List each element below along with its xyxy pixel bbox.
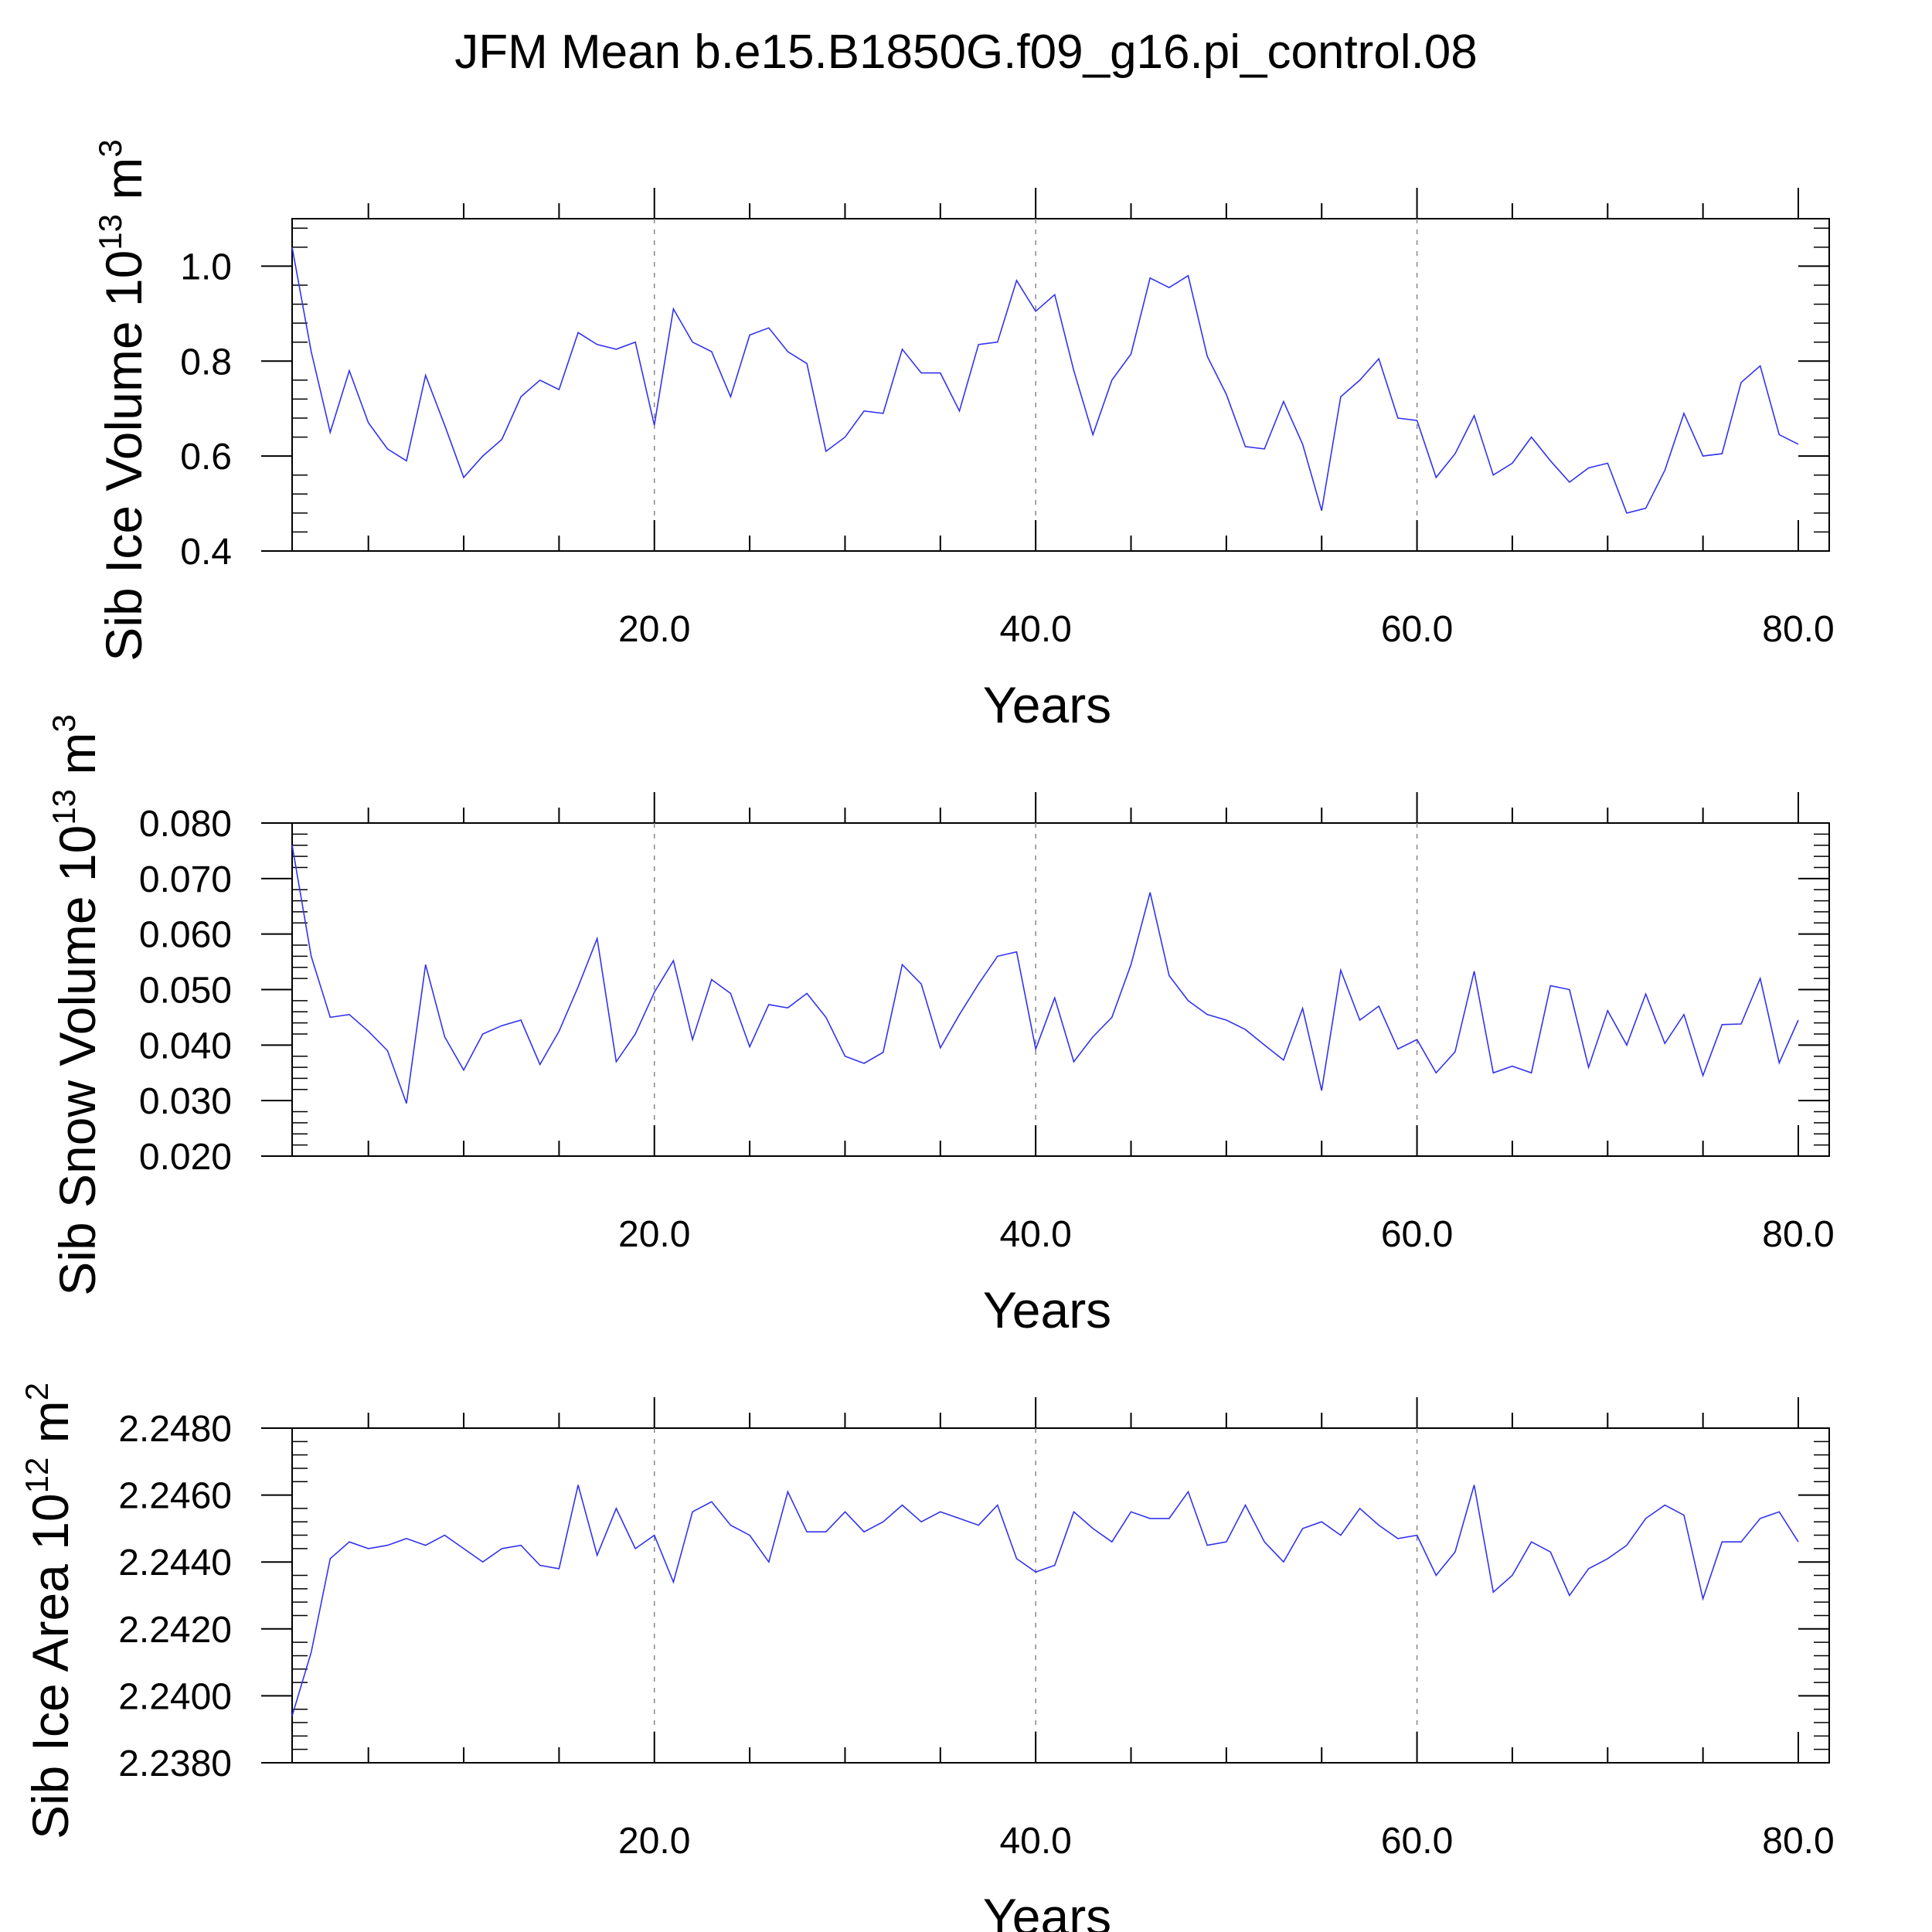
y-axis-label-exponent: 13 [92, 214, 128, 250]
panels: 0.4 0.6 0.8 1.0 20.0 40.0 60.0 80.0 Years Sib Ice… [19, 139, 1835, 1932]
y-tick-label: 0.020 [139, 1137, 232, 1178]
figure-title: JFM Mean b.e15.B1850G.f09_g16.pi_control… [454, 26, 1478, 79]
series-line [291, 247, 1799, 514]
y-tick-label: 0.8 [180, 342, 232, 383]
x-tick-label: 80.0 [1762, 1821, 1834, 1862]
x-tick-label: 60.0 [1381, 609, 1453, 650]
series-line [291, 845, 1799, 1104]
x-tick-label: 20.0 [618, 1821, 690, 1862]
y-axis-label-text: Sib Snow Volume 10 [49, 825, 106, 1296]
y-tick-label: 2.2400 [118, 1676, 232, 1717]
y-tick-label: 0.030 [139, 1081, 232, 1122]
y-tick-label: 2.2460 [118, 1476, 232, 1517]
x-axis-label: Years [983, 1281, 1111, 1338]
x-tick-label: 60.0 [1381, 1821, 1453, 1862]
y-tick-label: 0.6 [180, 437, 232, 478]
y-axis-label-unit-exponent: 3 [92, 139, 128, 157]
y-tick-label: 0.050 [139, 971, 232, 1012]
y-tick-label: 2.2480 [118, 1409, 232, 1450]
y-axis-label: Sib Snow Volume 1013 m3 [46, 714, 106, 1295]
y-axis-label-text: Sib Ice Area 10 [22, 1493, 79, 1839]
y-tick-label: 1.0 [180, 247, 232, 287]
plot-frame [291, 822, 1830, 1157]
plot-frame [291, 218, 1830, 552]
y-axis-label-exponent: 12 [19, 1458, 55, 1494]
y-axis-label-exponent: 13 [46, 789, 82, 825]
y-axis-label-unit-exponent: 3 [46, 714, 82, 732]
y-axis-label-text: Sib Ice Volume 10 [95, 250, 152, 662]
x-axis-label: Years [983, 676, 1111, 733]
x-tick-label: 40.0 [999, 1214, 1071, 1255]
panel-2: 0.020 0.030 0.040 0.050 0.060 0.070 0.080 20.0 4… [46, 714, 1835, 1338]
panel-3: 2.2380 2.2400 2.2420 2.2440 2.2460 2.2480 20.0… [19, 1383, 1835, 1932]
x-tick-label: 80.0 [1762, 609, 1834, 650]
x-tick-label: 80.0 [1762, 1214, 1834, 1255]
y-tick-label: 0.040 [139, 1026, 232, 1066]
x-tick-label: 40.0 [999, 609, 1071, 650]
x-tick-label: 60.0 [1381, 1214, 1453, 1255]
y-axis-label-unit: m [22, 1400, 79, 1457]
series-line [291, 1485, 1799, 1716]
x-axis-label: Years [983, 1888, 1111, 1932]
y-tick-label: 2.2380 [118, 1743, 232, 1784]
y-tick-label: 0.4 [180, 532, 232, 573]
y-tick-label: 2.2420 [118, 1610, 232, 1651]
y-tick-label: 0.060 [139, 915, 232, 956]
plot-frame [291, 1427, 1830, 1764]
x-tick-label: 20.0 [618, 609, 690, 650]
y-axis-label-unit: m [49, 733, 106, 789]
y-tick-label: 2.2440 [118, 1543, 232, 1583]
y-axis-label: Sib Ice Area 1012 m2 [19, 1383, 79, 1839]
y-axis-label-unit-exponent: 2 [19, 1383, 55, 1400]
x-tick-label: 20.0 [618, 1214, 690, 1255]
x-tick-label: 40.0 [999, 1821, 1071, 1862]
y-tick-label: 0.070 [139, 859, 232, 900]
y-tick-label: 0.080 [139, 804, 232, 845]
panel-1: 0.4 0.6 0.8 1.0 20.0 40.0 60.0 80.0 Years Sib Ice… [92, 139, 1835, 733]
y-axis-label: Sib Ice Volume 1013 m3 [92, 139, 152, 661]
y-axis-label-unit: m [95, 158, 152, 214]
